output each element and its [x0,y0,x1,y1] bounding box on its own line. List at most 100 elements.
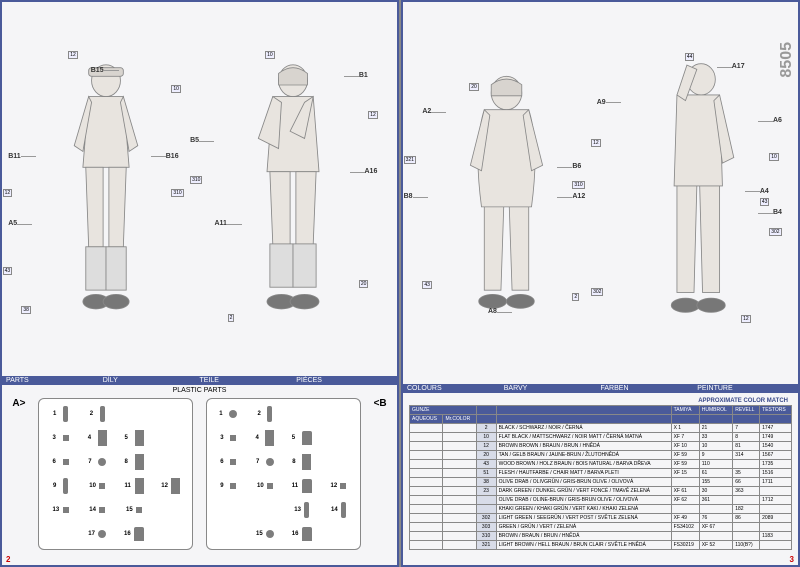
paint-callout: 12 [68,51,78,59]
part-callout: B1 [359,72,368,79]
page-right: 8505 A2B8B6A12A820321310432 [401,0,800,567]
sprue-cell: 15 [248,523,283,545]
sprue-cell: 3 [211,427,246,449]
figures-area-right: A2B8B6A12A820321310432 A17A9A6A4B4441210… [403,2,798,384]
paint-callout: 310 [171,189,183,197]
color-row: 310BROWN / BRAUN / BRUN / HNĚDÁ1183 [410,532,792,541]
part-callout: A5 [8,220,17,227]
th-TAMIYA: TAMIYA [671,406,699,415]
figure-2: B1B5A16A111012310202 [200,59,388,319]
sprue-cell: 10 [80,475,115,497]
figure-1: B15B11B16A51210310124338 [12,59,200,319]
sprue-cell: 11 [284,475,319,497]
instruction-spread: B15B11B16A51210310124338 B1B5A16A1110123… [0,0,800,567]
sprue-cell: 15 [117,499,152,521]
part-callout: A6 [773,117,782,124]
bar-label: PEINTURE [697,385,794,392]
part-callout: A2 [422,108,431,115]
sprue-cell: 9 [211,475,246,497]
paint-callout: 43 [3,267,13,275]
sprue-cell: 16 [117,523,152,545]
sprue-b-label: <B [374,398,387,550]
sprue-cell-empty [284,403,319,425]
sprue-cell: 6 [211,451,246,473]
th-HUMBROL: HUMBROL [699,406,732,415]
bar-label: PIÈCES [296,377,393,384]
sprue-cell: 17 [80,523,115,545]
color-row: 2BLACK / SCHWARZ / NOIR / ČERNÁX 1217174… [410,424,792,433]
parts-bar: PARTSDÍLYTEILEPIÈCES [2,376,397,385]
bar-label: FARBEN [601,385,698,392]
sprue-cell-empty [153,499,188,521]
color-row: 12BROWN BROWN / BRAUN / BRUN / HNĚDÁXF 1… [410,442,792,451]
sprue-cell: 13 [284,499,319,521]
sprue-a-label: A> [12,398,25,550]
sprue-b: 12345678910111213141516 [206,398,361,550]
color-row: 43WOOD BROWN / HOLZ BRAUN / BOIS NATURAL… [410,460,792,469]
paint-callout: 43 [422,281,432,289]
part-callout: B11 [8,153,20,160]
sprue-cell: 1 [43,403,78,425]
sprue-cell-empty [153,427,188,449]
sprue-row: A> 1234567891011121314151716 12345678910… [2,394,397,554]
paint-callout: 10 [769,153,779,161]
page-number-right: 3 [403,554,798,565]
th-TESTORS: TESTORS [760,406,792,415]
sprue-cell: 6 [43,451,78,473]
part-callout: B5 [190,137,199,144]
sprue-cell-empty [153,403,188,425]
paint-callout: 310 [190,176,202,184]
color-row: 23DARK GREEN / DUNKEL GRÜN / VERT FONCÉ … [410,487,792,496]
sprue-cell: 14 [321,499,356,521]
color-row: 20TAN / GELB BRAUN / JAUNE-BRUN / ŽLUTOH… [410,451,792,460]
sprue-cell: 8 [284,451,319,473]
part-callout: B8 [404,193,413,200]
sprue-cell: 2 [248,403,283,425]
color-row: 321LIGHT BROWN / HELL BRAUN / BRUN CLAIR… [410,541,792,550]
sprue-cell: 1 [211,403,246,425]
approx-match-label: APPROXIMATE COLOR MATCH [409,397,792,405]
sprue-cell: 7 [80,451,115,473]
paint-callout: 12 [741,315,751,323]
part-callout: A11 [215,220,227,227]
sprue-cell: 3 [43,427,78,449]
part-callout: A9 [597,99,606,106]
paint-callout: 10 [265,51,275,59]
sprue-cell: 2 [80,403,115,425]
sprue-cell-empty [211,499,246,521]
bar-label: BARVY [504,385,601,392]
sprue-cell: 12 [321,475,356,497]
part-callout: B4 [773,209,782,216]
sprue-cell-empty [321,403,356,425]
color-table: GUNZETAMIYAHUMBROLREVELLTESTORSAQUEOUSMr… [409,405,792,550]
sprue-cell-empty [153,523,188,545]
sprue-cell: 4 [80,427,115,449]
paint-callout: 302 [769,228,781,236]
color-row: KHAKI GREEN / KHAKI GRÜN / VERT KAKI / K… [410,505,792,514]
part-callout: B16 [166,153,179,160]
part-callout: A17 [732,63,745,70]
bar-label: DÍLY [103,377,200,384]
sprue-cell: 12 [153,475,188,497]
th-aq: AQUEOUS [410,415,443,424]
figures-area-left: B15B11B16A51210310124338 B1B5A16A1110123… [2,2,397,376]
th-mr: Mr.COLOR [443,415,476,424]
th-gunze: GUNZE [410,406,477,415]
figure-1-svg [46,59,166,319]
page-number-left: 2 [2,554,397,565]
bar-label: TEILE [200,377,297,384]
sprue-cell: 8 [117,451,152,473]
sprue-cell: 11 [117,475,152,497]
sprue-cell: 10 [248,475,283,497]
paint-callout: 20 [359,280,369,288]
color-table-wrap: APPROXIMATE COLOR MATCH GUNZE TAMIYAHUMBR… [403,393,798,554]
sprue-cell: 4 [248,427,283,449]
paint-callout: 310 [572,181,584,189]
sprue-cell: 5 [117,427,152,449]
color-row: 38OLIVE DRAB / OLIVGRÜN / GRIS-BRUN OLIV… [410,478,792,487]
color-row: OLIVE DRAB / OLINE-BRUN / GRIS-BRUN OLIV… [410,496,792,505]
sprue-cell: 13 [43,499,78,521]
sprue-cell-empty [43,523,78,545]
figure-4-svg [634,58,754,328]
paint-callout: 12 [3,189,13,197]
